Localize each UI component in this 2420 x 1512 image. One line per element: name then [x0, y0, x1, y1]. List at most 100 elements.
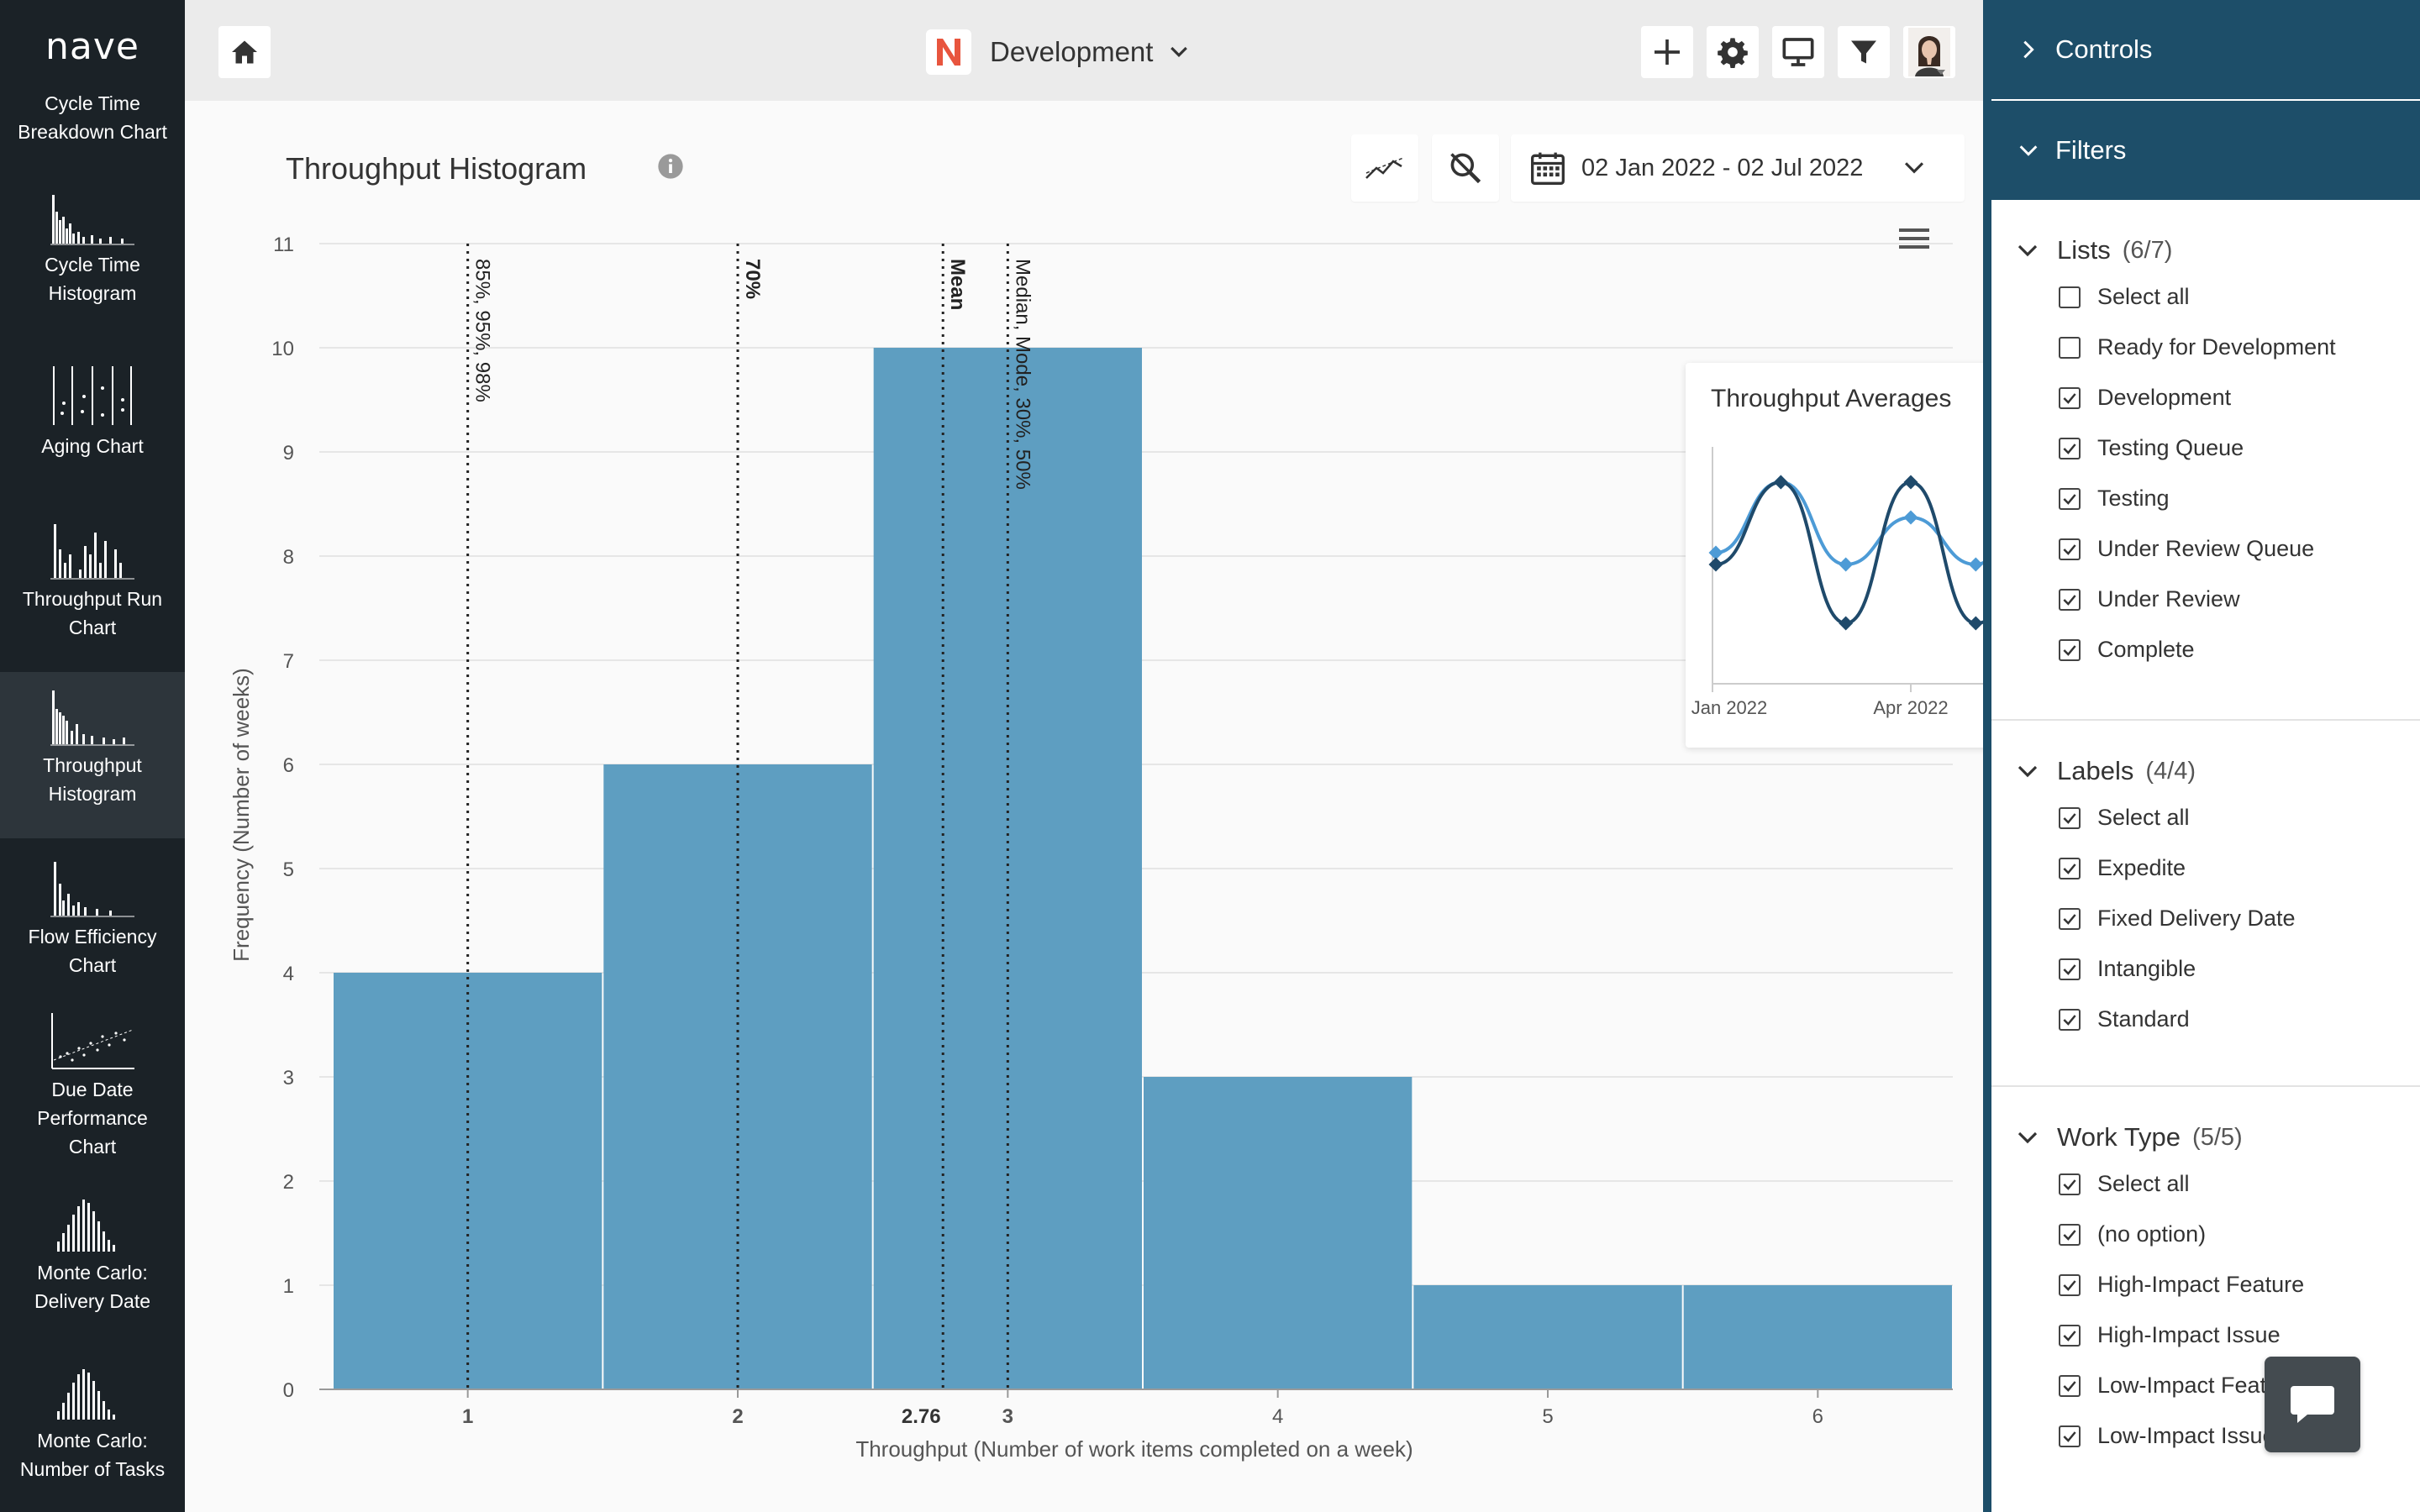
filter-option[interactable]: Select all: [2059, 805, 2190, 831]
x-tick-label: 6: [1812, 1405, 1823, 1428]
presentation-button[interactable]: [1772, 26, 1824, 78]
filter-option[interactable]: Under Review Queue: [2059, 536, 2314, 562]
filter-option[interactable]: Low-Impact Feature: [2059, 1373, 2299, 1399]
trend-toggle-button[interactable]: [1351, 134, 1418, 202]
checkbox-checked[interactable]: [2059, 857, 2081, 879]
filters-section-header[interactable]: Filters: [1983, 101, 2420, 200]
sidebar-item-throughput-run-chart[interactable]: Throughput Run Chart: [0, 521, 185, 642]
sidebar-item-cycle-time-breakdown[interactable]: Cycle Time Breakdown Chart: [0, 89, 185, 146]
settings-button[interactable]: [1707, 26, 1759, 78]
filter-option[interactable]: Testing: [2059, 486, 2170, 512]
controls-label: Controls: [2055, 34, 2153, 64]
reference-line-label: Median, Mode, 30%, 50%: [1011, 259, 1034, 490]
average-point[interactable]: [1773, 475, 1788, 490]
filter-option[interactable]: Complete: [2059, 637, 2195, 663]
filter-option[interactable]: Fixed Delivery Date: [2059, 906, 2296, 932]
filter-group-title: Labels: [2057, 756, 2134, 785]
reference-line-label: 85%, 95%, 98%: [471, 259, 494, 402]
avatar[interactable]: [1903, 26, 1955, 78]
filter-option-label: Expedite: [2097, 855, 2186, 880]
sidebar-item-label: Performance: [37, 1107, 148, 1129]
filter-option[interactable]: Standard: [2059, 1006, 2190, 1032]
y-tick-label: 8: [283, 546, 294, 569]
sidebar-item-monte-carlo-tasks[interactable]: Monte Carlo: Number of Tasks: [0, 1362, 185, 1483]
checkbox-checked[interactable]: [2059, 1273, 2081, 1296]
sidebar-item-aging-chart[interactable]: Aging Chart: [0, 363, 185, 460]
add-button[interactable]: [1641, 26, 1693, 78]
filter-option[interactable]: Ready for Development: [2059, 334, 2336, 360]
checkbox-unchecked[interactable]: [2059, 286, 2081, 308]
reference-line-label: 70%: [741, 259, 764, 299]
checkbox-checked[interactable]: [2059, 1324, 2081, 1347]
chevron-down-icon: [2019, 145, 2038, 156]
histogram-bar[interactable]: [1144, 1077, 1413, 1389]
hide-outliers-button[interactable]: [1432, 134, 1499, 202]
date-range-label: 02 Jan 2022 - 02 Jul 2022: [1581, 154, 1864, 181]
checkbox-checked[interactable]: [2059, 806, 2081, 829]
checkbox-checked[interactable]: [2059, 1425, 2081, 1447]
average-point[interactable]: [1903, 510, 1918, 525]
sidebar-item-cycle-time-histogram[interactable]: Cycle Time Histogram: [0, 186, 185, 307]
average-point[interactable]: [1708, 557, 1723, 572]
checkbox-checked[interactable]: [2059, 907, 2081, 930]
histogram-bar[interactable]: [873, 348, 1142, 1389]
average-point[interactable]: [1968, 557, 1983, 572]
checkbox-checked[interactable]: [2059, 588, 2081, 611]
filter-option[interactable]: Development: [2059, 385, 2231, 411]
home-button[interactable]: [218, 26, 271, 78]
checkbox-checked[interactable]: [2059, 538, 2081, 560]
average-point[interactable]: [1968, 616, 1983, 631]
filter-option[interactable]: Under Review: [2059, 586, 2240, 612]
project-selector[interactable]: Development: [926, 27, 1192, 77]
checkbox-checked[interactable]: [2059, 1173, 2081, 1195]
filter-option-label: Complete: [2097, 637, 2195, 662]
checkbox-checked[interactable]: [2059, 1008, 2081, 1031]
gear-icon: [1718, 38, 1748, 68]
checkbox-checked[interactable]: [2059, 1223, 2081, 1246]
histogram-bar[interactable]: [1683, 1285, 1952, 1389]
filter-group-lists[interactable]: Lists (6/7): [2015, 235, 2172, 265]
filter-option-label: Low-Impact Issue: [2097, 1423, 2275, 1448]
filter-option[interactable]: Select all: [2059, 1171, 2190, 1197]
filter-option[interactable]: Testing Queue: [2059, 435, 2244, 461]
sidebar-item-flow-efficiency[interactable]: Flow Efficiency Chart: [0, 858, 185, 979]
info-icon[interactable]: [657, 153, 684, 180]
sidebar-item-due-date-performance[interactable]: Due Date Performance Chart: [0, 1011, 185, 1161]
checkbox-checked[interactable]: [2059, 487, 2081, 510]
histogram-bar[interactable]: [1413, 1285, 1682, 1389]
checkbox-checked[interactable]: [2059, 386, 2081, 409]
search-off-icon: [1450, 153, 1481, 184]
average-point[interactable]: [1839, 557, 1854, 572]
filter-option[interactable]: (no option): [2059, 1221, 2206, 1247]
filter-group-work-type[interactable]: Work Type (5/5): [2015, 1122, 2243, 1152]
filter-button[interactable]: [1838, 26, 1890, 78]
filter-option[interactable]: Select all: [2059, 284, 2190, 310]
sidebar-item-monte-carlo-delivery[interactable]: Monte Carlo: Delivery Date: [0, 1194, 185, 1315]
chart-menu-icon[interactable]: [1899, 228, 1929, 249]
checkbox-unchecked[interactable]: [2059, 336, 2081, 359]
chat-button[interactable]: [2265, 1357, 2360, 1452]
checkbox-checked[interactable]: [2059, 1374, 2081, 1397]
sidebar-item-label: Aging Chart: [41, 435, 144, 457]
sidebar-item-label: Histogram: [48, 282, 137, 304]
filter-group-labels[interactable]: Labels (4/4): [2015, 756, 2196, 786]
checkbox-checked[interactable]: [2059, 437, 2081, 459]
date-range-picker[interactable]: 02 Jan 2022 - 02 Jul 2022: [1511, 134, 1965, 202]
average-point[interactable]: [1903, 475, 1918, 490]
average-point[interactable]: [1839, 616, 1854, 631]
checkbox-checked[interactable]: [2059, 958, 2081, 980]
filter-option[interactable]: Intangible: [2059, 956, 2196, 982]
filter-option[interactable]: High-Impact Feature: [2059, 1272, 2304, 1298]
filter-option-label: Ready for Development: [2097, 334, 2336, 360]
y-tick-label: 11: [273, 234, 294, 256]
sidebar-item-label: Chart: [68, 954, 117, 976]
x-tick-label: Apr 2022: [1873, 697, 1948, 718]
controls-section-header[interactable]: Controls: [1983, 0, 2420, 99]
sidebar-item-throughput-histogram[interactable]: Throughput Histogram: [0, 672, 185, 838]
filter-option[interactable]: Expedite: [2059, 855, 2186, 881]
filter-option[interactable]: Low-Impact Issue: [2059, 1423, 2275, 1449]
brand-logo[interactable]: nave: [0, 0, 185, 94]
checkbox-checked[interactable]: [2059, 638, 2081, 661]
filter-option[interactable]: High-Impact Issue: [2059, 1322, 2281, 1348]
run-chart-icon: [50, 524, 134, 580]
